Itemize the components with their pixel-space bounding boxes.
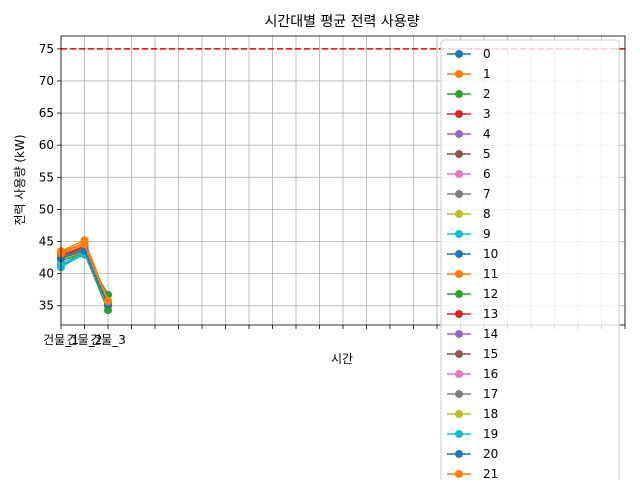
legend-label: 21 <box>483 467 498 480</box>
legend-label: 1 <box>483 67 491 81</box>
legend-label: 18 <box>483 407 498 421</box>
legend-label: 5 <box>483 147 491 161</box>
legend-marker <box>455 290 463 298</box>
legend-label: 4 <box>483 127 491 141</box>
x-tick-label: 건물_3 <box>90 333 126 347</box>
legend-marker <box>455 130 463 138</box>
legend-marker <box>455 450 463 458</box>
legend-label: 14 <box>483 327 498 341</box>
x-tick-label: 건물_2 <box>67 333 103 347</box>
y-axis-label: 전력 사용량 (kW) <box>13 134 27 225</box>
data-point <box>104 306 112 315</box>
legend-marker <box>455 230 463 238</box>
y-tick-label: 45 <box>39 235 54 249</box>
legend-label: 15 <box>483 347 498 361</box>
legend-marker <box>455 150 463 158</box>
legend-marker <box>455 70 463 78</box>
y-tick-label: 35 <box>39 299 54 313</box>
y-tick-label: 50 <box>39 202 54 216</box>
legend-marker <box>455 190 463 198</box>
legend-marker <box>455 330 463 338</box>
legend-marker <box>455 390 463 398</box>
legend-label: 8 <box>483 207 491 221</box>
legend-marker <box>455 470 463 478</box>
plot-frame <box>60 35 626 326</box>
y-tick-label: 40 <box>39 267 54 281</box>
legend-label: 7 <box>483 187 491 201</box>
legend-marker <box>455 250 463 258</box>
legend-marker <box>455 110 463 118</box>
legend-label: 11 <box>483 267 498 281</box>
legend-label: 12 <box>483 287 498 301</box>
legend-label: 16 <box>483 367 498 381</box>
x-tick-label: 건물_1 <box>43 333 79 347</box>
legend-marker <box>455 430 463 438</box>
chart-title: 시간대별 평균 전력 사용량 <box>264 14 419 30</box>
legend-label: 2 <box>483 87 491 101</box>
legend-label: 17 <box>483 387 498 401</box>
legend-marker <box>455 50 463 58</box>
legend-marker <box>455 350 463 358</box>
data-point <box>80 240 89 249</box>
legend-marker <box>455 170 463 178</box>
legend-label: 10 <box>483 247 498 261</box>
data-point <box>104 297 112 306</box>
legend-marker <box>455 370 463 378</box>
y-tick-label: 55 <box>39 170 54 184</box>
legend-label: 0 <box>483 47 491 61</box>
legend-label: 6 <box>483 167 491 181</box>
legend-box <box>440 39 620 484</box>
legend-label: 13 <box>483 307 498 321</box>
legend-marker <box>455 410 463 418</box>
x-axis-label: 시간 <box>331 352 353 366</box>
legend-label: 20 <box>483 447 498 461</box>
legend-label: 3 <box>483 107 491 121</box>
y-tick-label: 70 <box>39 74 54 88</box>
y-tick-label: 60 <box>39 138 54 152</box>
legend-marker <box>455 210 463 218</box>
y-tick-label: 75 <box>39 42 54 56</box>
legend-marker <box>455 90 463 98</box>
legend-label: 9 <box>483 227 491 241</box>
legend-marker <box>455 270 463 278</box>
series-layer <box>57 236 112 315</box>
y-tick-label: 65 <box>39 106 54 120</box>
legend-label: 19 <box>483 427 498 441</box>
legend-marker <box>455 310 463 318</box>
